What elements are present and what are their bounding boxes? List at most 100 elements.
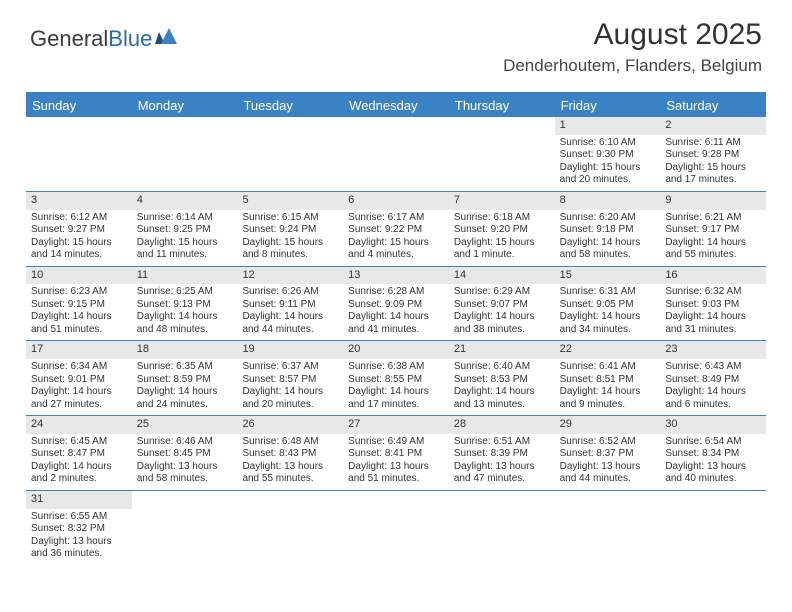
logo-text-1: General (30, 26, 108, 52)
day-info: Sunrise: 6:14 AMSunset: 9:25 PMDaylight:… (132, 210, 238, 266)
empty-cell (237, 117, 343, 191)
day-info: Sunrise: 6:11 AMSunset: 9:28 PMDaylight:… (660, 135, 766, 191)
sunrise-line: Sunrise: 6:52 AM (560, 436, 656, 449)
day-header-cell: Thursday (449, 94, 555, 117)
sunset-line: Sunset: 9:01 PM (31, 374, 127, 387)
sunset-line: Sunset: 8:32 PM (31, 523, 127, 536)
sunrise-line: Sunrise: 6:11 AM (665, 137, 761, 150)
sunset-line: Sunset: 8:37 PM (560, 448, 656, 461)
daylight-line: Daylight: 15 hours and 17 minutes. (665, 162, 761, 187)
location: Denderhoutem, Flanders, Belgium (503, 56, 762, 76)
day-number: 19 (237, 341, 343, 359)
sunrise-line: Sunrise: 6:32 AM (665, 286, 761, 299)
day-header-row: SundayMondayTuesdayWednesdayThursdayFrid… (26, 94, 766, 117)
daylight-line: Daylight: 14 hours and 24 minutes. (137, 386, 233, 411)
sunrise-line: Sunrise: 6:54 AM (665, 436, 761, 449)
sunrise-line: Sunrise: 6:40 AM (454, 361, 550, 374)
day-number: 1 (555, 117, 661, 135)
sunrise-line: Sunrise: 6:12 AM (31, 212, 127, 225)
day-info: Sunrise: 6:28 AMSunset: 9:09 PMDaylight:… (343, 284, 449, 340)
day-cell: 11Sunrise: 6:25 AMSunset: 9:13 PMDayligh… (132, 267, 238, 341)
day-header-cell: Sunday (26, 94, 132, 117)
day-cell: 25Sunrise: 6:46 AMSunset: 8:45 PMDayligh… (132, 416, 238, 490)
sunset-line: Sunset: 9:11 PM (242, 299, 338, 312)
day-number: 12 (237, 267, 343, 285)
daylight-line: Daylight: 13 hours and 58 minutes. (137, 461, 233, 486)
day-header-cell: Monday (132, 94, 238, 117)
sunrise-line: Sunrise: 6:43 AM (665, 361, 761, 374)
day-cell: 23Sunrise: 6:43 AMSunset: 8:49 PMDayligh… (660, 341, 766, 415)
sunrise-line: Sunrise: 6:28 AM (348, 286, 444, 299)
day-number: 24 (26, 416, 132, 434)
day-info: Sunrise: 6:20 AMSunset: 9:18 PMDaylight:… (555, 210, 661, 266)
day-number: 16 (660, 267, 766, 285)
day-info: Sunrise: 6:41 AMSunset: 8:51 PMDaylight:… (555, 359, 661, 415)
day-number: 28 (449, 416, 555, 434)
day-info: Sunrise: 6:45 AMSunset: 8:47 PMDaylight:… (26, 434, 132, 490)
sunrise-line: Sunrise: 6:51 AM (454, 436, 550, 449)
day-number: 9 (660, 192, 766, 210)
day-info: Sunrise: 6:34 AMSunset: 9:01 PMDaylight:… (26, 359, 132, 415)
sunrise-line: Sunrise: 6:37 AM (242, 361, 338, 374)
day-cell: 31Sunrise: 6:55 AMSunset: 8:32 PMDayligh… (26, 491, 132, 565)
daylight-line: Daylight: 14 hours and 34 minutes. (560, 311, 656, 336)
sunrise-line: Sunrise: 6:41 AM (560, 361, 656, 374)
sunset-line: Sunset: 8:41 PM (348, 448, 444, 461)
day-cell: 9Sunrise: 6:21 AMSunset: 9:17 PMDaylight… (660, 192, 766, 266)
daylight-line: Daylight: 13 hours and 36 minutes. (31, 536, 127, 561)
day-cell: 27Sunrise: 6:49 AMSunset: 8:41 PMDayligh… (343, 416, 449, 490)
day-cell: 17Sunrise: 6:34 AMSunset: 9:01 PMDayligh… (26, 341, 132, 415)
sunrise-line: Sunrise: 6:29 AM (454, 286, 550, 299)
empty-cell (555, 491, 661, 565)
sunset-line: Sunset: 9:25 PM (137, 224, 233, 237)
empty-cell (449, 117, 555, 191)
sunrise-line: Sunrise: 6:23 AM (31, 286, 127, 299)
sunset-line: Sunset: 8:49 PM (665, 374, 761, 387)
sunset-line: Sunset: 8:53 PM (454, 374, 550, 387)
sunset-line: Sunset: 8:57 PM (242, 374, 338, 387)
daylight-line: Daylight: 14 hours and 58 minutes. (560, 237, 656, 262)
day-number: 20 (343, 341, 449, 359)
sunset-line: Sunset: 8:55 PM (348, 374, 444, 387)
day-cell: 18Sunrise: 6:35 AMSunset: 8:59 PMDayligh… (132, 341, 238, 415)
empty-cell (237, 491, 343, 565)
daylight-line: Daylight: 13 hours and 51 minutes. (348, 461, 444, 486)
daylight-line: Daylight: 14 hours and 20 minutes. (242, 386, 338, 411)
daylight-line: Daylight: 14 hours and 31 minutes. (665, 311, 761, 336)
day-number: 7 (449, 192, 555, 210)
title-block: August 2025 Denderhoutem, Flanders, Belg… (503, 18, 762, 76)
sunset-line: Sunset: 8:59 PM (137, 374, 233, 387)
sunrise-line: Sunrise: 6:31 AM (560, 286, 656, 299)
week-row: 17Sunrise: 6:34 AMSunset: 9:01 PMDayligh… (26, 341, 766, 416)
day-number: 27 (343, 416, 449, 434)
day-info: Sunrise: 6:26 AMSunset: 9:11 PMDaylight:… (237, 284, 343, 340)
daylight-line: Daylight: 15 hours and 11 minutes. (137, 237, 233, 262)
day-cell: 7Sunrise: 6:18 AMSunset: 9:20 PMDaylight… (449, 192, 555, 266)
day-cell: 8Sunrise: 6:20 AMSunset: 9:18 PMDaylight… (555, 192, 661, 266)
sunset-line: Sunset: 8:51 PM (560, 374, 656, 387)
daylight-line: Daylight: 13 hours and 40 minutes. (665, 461, 761, 486)
day-cell: 29Sunrise: 6:52 AMSunset: 8:37 PMDayligh… (555, 416, 661, 490)
day-cell: 1Sunrise: 6:10 AMSunset: 9:30 PMDaylight… (555, 117, 661, 191)
sunrise-line: Sunrise: 6:14 AM (137, 212, 233, 225)
day-info: Sunrise: 6:32 AMSunset: 9:03 PMDaylight:… (660, 284, 766, 340)
month-title: August 2025 (503, 18, 762, 52)
day-info: Sunrise: 6:37 AMSunset: 8:57 PMDaylight:… (237, 359, 343, 415)
day-number: 18 (132, 341, 238, 359)
sunset-line: Sunset: 9:27 PM (31, 224, 127, 237)
week-row: 3Sunrise: 6:12 AMSunset: 9:27 PMDaylight… (26, 192, 766, 267)
sunset-line: Sunset: 9:24 PM (242, 224, 338, 237)
empty-cell (132, 117, 238, 191)
day-info: Sunrise: 6:29 AMSunset: 9:07 PMDaylight:… (449, 284, 555, 340)
sunset-line: Sunset: 9:20 PM (454, 224, 550, 237)
day-cell: 5Sunrise: 6:15 AMSunset: 9:24 PMDaylight… (237, 192, 343, 266)
day-cell: 6Sunrise: 6:17 AMSunset: 9:22 PMDaylight… (343, 192, 449, 266)
sunrise-line: Sunrise: 6:17 AM (348, 212, 444, 225)
day-info: Sunrise: 6:15 AMSunset: 9:24 PMDaylight:… (237, 210, 343, 266)
sunrise-line: Sunrise: 6:26 AM (242, 286, 338, 299)
day-number: 21 (449, 341, 555, 359)
sunset-line: Sunset: 8:43 PM (242, 448, 338, 461)
day-cell: 12Sunrise: 6:26 AMSunset: 9:11 PMDayligh… (237, 267, 343, 341)
sunset-line: Sunset: 8:45 PM (137, 448, 233, 461)
sunrise-line: Sunrise: 6:25 AM (137, 286, 233, 299)
